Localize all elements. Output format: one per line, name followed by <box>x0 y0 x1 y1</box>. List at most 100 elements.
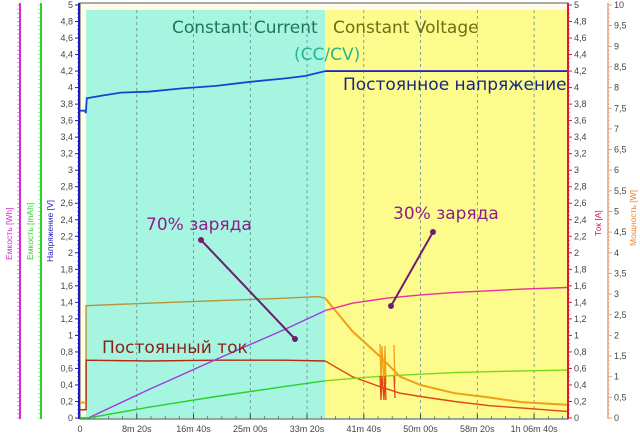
svg-text:2,5: 2,5 <box>614 310 627 320</box>
svg-text:2,4: 2,4 <box>60 215 73 225</box>
svg-text:2,2: 2,2 <box>574 231 587 241</box>
svg-text:6,5: 6,5 <box>614 145 627 155</box>
svg-text:1: 1 <box>68 330 73 340</box>
current-spikes <box>379 343 396 401</box>
svg-text:4,2: 4,2 <box>60 66 73 76</box>
svg-text:50m 00s: 50m 00s <box>403 424 438 434</box>
current-axis-label: Ток [A] <box>593 210 603 236</box>
cv-annotation: Постоянное напряжение <box>343 75 567 95</box>
mah-axis-label: Емкость [mAh] <box>25 203 35 260</box>
svg-text:10: 10 <box>614 0 624 10</box>
svg-text:4: 4 <box>574 83 579 93</box>
svg-text:0,2: 0,2 <box>574 396 587 406</box>
svg-text:5: 5 <box>614 207 619 217</box>
svg-text:4,8: 4,8 <box>574 17 587 27</box>
svg-text:4,2: 4,2 <box>574 66 587 76</box>
svg-text:1,8: 1,8 <box>574 264 587 274</box>
svg-text:8: 8 <box>614 83 619 93</box>
svg-text:0,4: 0,4 <box>574 380 587 390</box>
svg-text:0: 0 <box>614 413 619 423</box>
svg-text:3: 3 <box>574 165 579 175</box>
svg-text:0,6: 0,6 <box>60 363 73 373</box>
svg-text:8,5: 8,5 <box>614 62 627 72</box>
svg-text:7: 7 <box>614 124 619 134</box>
svg-text:7,5: 7,5 <box>614 103 627 113</box>
svg-text:3,8: 3,8 <box>574 99 587 109</box>
svg-text:8m 20s: 8m 20s <box>122 424 152 434</box>
svg-text:33m 20s: 33m 20s <box>290 424 325 434</box>
svg-text:1: 1 <box>614 372 619 382</box>
svg-text:2: 2 <box>574 248 579 258</box>
svg-text:1,4: 1,4 <box>60 297 73 307</box>
svg-text:1,6: 1,6 <box>60 281 73 291</box>
svg-text:2,6: 2,6 <box>574 198 587 208</box>
svg-text:3,5: 3,5 <box>614 268 627 278</box>
svg-text:0,2: 0,2 <box>60 396 73 406</box>
svg-text:3,2: 3,2 <box>60 149 73 159</box>
series-lines <box>80 70 568 419</box>
vertical-gridlines <box>136 10 535 418</box>
charge-30-label: 30% заряда <box>393 204 499 224</box>
svg-text:1,2: 1,2 <box>60 314 73 324</box>
svg-text:0: 0 <box>77 424 82 434</box>
svg-text:58m 20s: 58m 20s <box>460 424 495 434</box>
svg-text:2,8: 2,8 <box>60 182 73 192</box>
svg-text:16m 40s: 16m 40s <box>176 424 211 434</box>
svg-text:3: 3 <box>68 165 73 175</box>
phase-cv-region <box>325 10 568 418</box>
svg-text:2,2: 2,2 <box>60 231 73 241</box>
power-axis-label: Мощность [W] <box>628 190 638 246</box>
svg-text:1,8: 1,8 <box>60 264 73 274</box>
svg-text:5: 5 <box>68 0 73 10</box>
svg-text:0,8: 0,8 <box>60 347 73 357</box>
svg-text:3,4: 3,4 <box>60 132 73 142</box>
voltage-axis-ticks: 0 0,2 0,4 0,6 0,8 1 1,2 1,4 1,6 1,8 2 2,2 2,4 2,6 2,8 3… <box>17 0 79 423</box>
svg-text:0,4: 0,4 <box>60 380 73 390</box>
svg-text:1,4: 1,4 <box>574 297 587 307</box>
svg-text:3,6: 3,6 <box>60 116 73 126</box>
svg-text:4,5: 4,5 <box>614 227 627 237</box>
svg-text:1,6: 1,6 <box>574 281 587 291</box>
svg-text:0: 0 <box>68 413 73 423</box>
cc-annotation: Постоянный ток <box>102 338 248 358</box>
svg-text:4,4: 4,4 <box>574 50 587 60</box>
svg-text:5: 5 <box>574 0 579 10</box>
phase-cc-label: Constant Current <box>172 18 318 38</box>
svg-text:1h 06m 40s: 1h 06m 40s <box>511 424 559 434</box>
phase-cv-label: Constant Voltage <box>333 18 479 38</box>
svg-text:4,6: 4,6 <box>574 33 587 43</box>
x-axis-ticks: 0 8m 20s 16m 40s 25m 00s 33m 20s 41m 40s 50m 0… <box>77 414 563 434</box>
svg-text:9,5: 9,5 <box>614 21 627 31</box>
svg-text:3: 3 <box>614 289 619 299</box>
svg-text:3,6: 3,6 <box>574 116 587 126</box>
svg-text:2,8: 2,8 <box>574 182 587 192</box>
svg-text:0,6: 0,6 <box>574 363 587 373</box>
svg-text:4,4: 4,4 <box>60 50 73 60</box>
voltage-axis-label: Напряжение [V] <box>45 200 55 262</box>
svg-text:0,8: 0,8 <box>574 347 587 357</box>
phase-caption: (CC/CV) <box>294 45 360 65</box>
svg-text:1,2: 1,2 <box>574 314 587 324</box>
svg-text:9: 9 <box>614 41 619 51</box>
svg-text:3,2: 3,2 <box>574 149 587 159</box>
svg-text:1: 1 <box>574 330 579 340</box>
charge-30-pointer <box>388 229 436 309</box>
svg-text:25m 00s: 25m 00s <box>233 424 268 434</box>
svg-text:0: 0 <box>574 413 579 423</box>
svg-text:4: 4 <box>68 83 73 93</box>
svg-text:6: 6 <box>614 165 619 175</box>
svg-text:5,5: 5,5 <box>614 186 627 196</box>
wh-axis-label: Емкость [Wh] <box>4 208 14 260</box>
svg-text:2,6: 2,6 <box>60 198 73 208</box>
charge-70-pointer <box>198 237 298 342</box>
svg-text:41m 40s: 41m 40s <box>347 424 382 434</box>
svg-text:3,8: 3,8 <box>60 99 73 109</box>
svg-text:4,6: 4,6 <box>60 33 73 43</box>
charge-70-label: 70% заряда <box>146 215 252 235</box>
svg-text:1,5: 1,5 <box>614 351 627 361</box>
right-axis-ticks: 0 0,2 0,4 0,6 0,8 1 1,2 1,4 1,6 1,8 2 2,2 2,4 2,6 2,8 3… <box>568 0 627 423</box>
svg-text:4,8: 4,8 <box>60 17 73 27</box>
svg-text:2: 2 <box>68 248 73 258</box>
svg-text:2: 2 <box>614 330 619 340</box>
